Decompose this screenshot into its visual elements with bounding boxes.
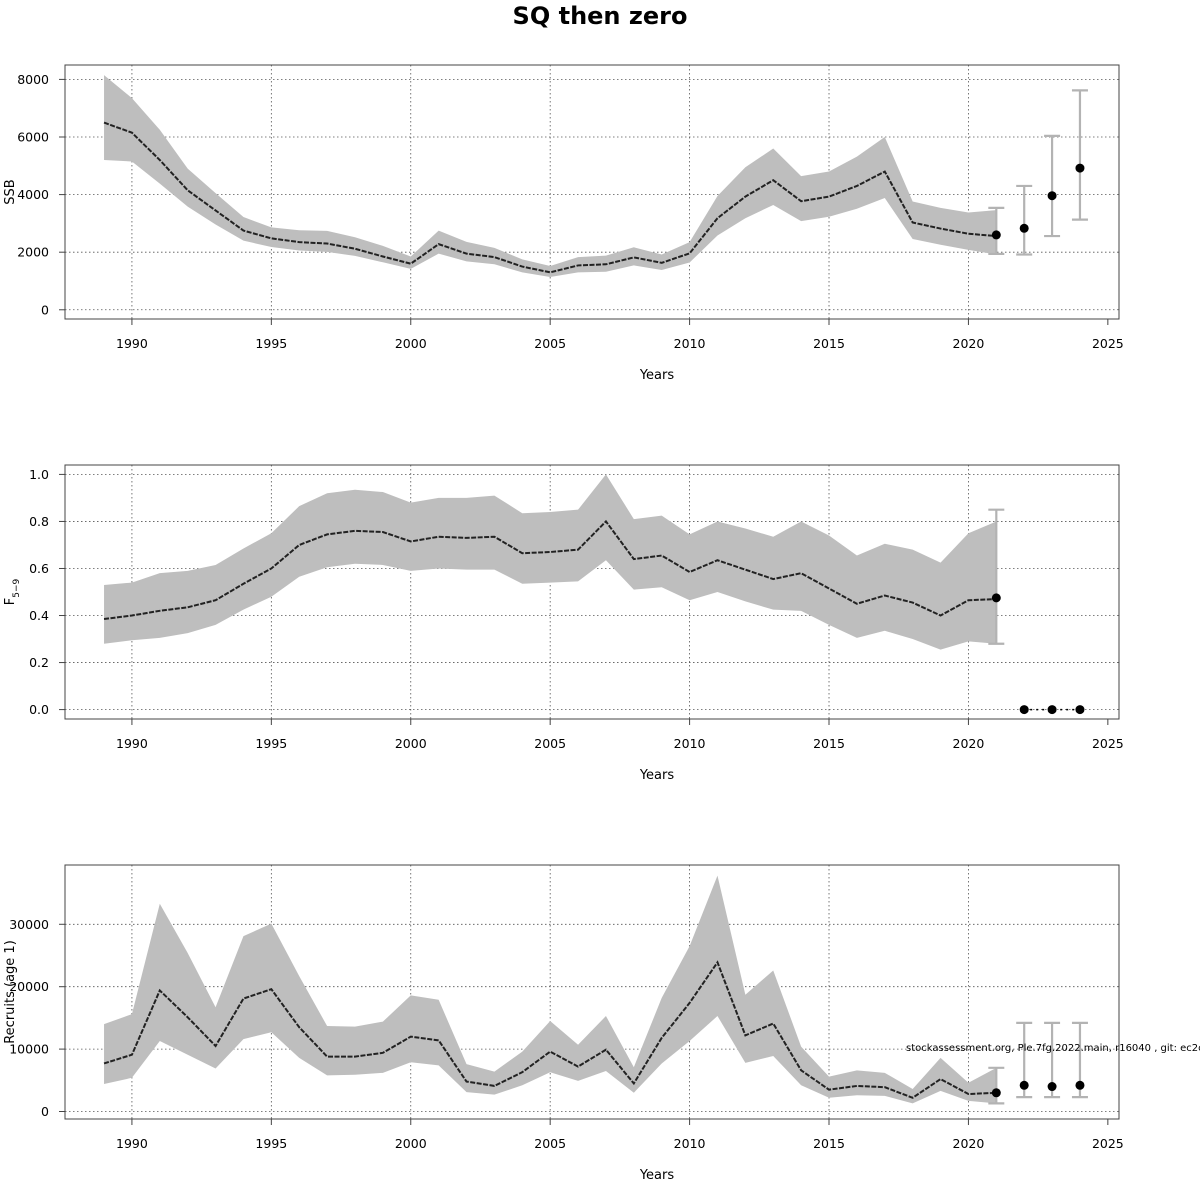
f-estimate-line xyxy=(103,519,997,621)
f-xlabel: Years xyxy=(639,768,675,783)
ssb-forecast-point-2024 xyxy=(1075,163,1085,173)
rec-xtick-label-1990: 1990 xyxy=(116,1136,148,1151)
fishing-mortality-panel: 1990 1995 2000 2005 2010 2015 2020 2025 0.0 0.2 0.… xyxy=(3,464,1124,783)
ssb-xtick-label-2015: 2015 xyxy=(813,336,845,351)
f-forecast-point-2024 xyxy=(1075,705,1085,715)
f-xtick-label-2010: 2010 xyxy=(674,736,706,751)
f-xtick-label-1990: 1990 xyxy=(116,736,148,751)
ssb-ytick-label-3: 6000 xyxy=(17,129,49,144)
ssb-xtick-label-1995: 1995 xyxy=(255,336,287,351)
rec-xtick-label-2020: 2020 xyxy=(953,1136,985,1151)
rec-ytick-label-2: 20000 xyxy=(9,979,49,994)
f-xtick-label-2000: 2000 xyxy=(395,736,427,751)
rec-ytick-label-1: 10000 xyxy=(9,1042,49,1057)
f-ytick-label-1: 0.2 xyxy=(29,655,49,670)
ssb-xtick-label-2020: 2020 xyxy=(953,336,985,351)
credit-note: stockassessment.org, Ple.7fg.2022.main, … xyxy=(906,1043,1200,1054)
rec-forecast-point-2023 xyxy=(1047,1082,1057,1092)
rec-estimate-line xyxy=(103,960,997,1099)
rec-plot-frame xyxy=(64,864,1120,1120)
rec-ytick-label-0: 0 xyxy=(41,1104,49,1119)
f-ytick-label-5: 1.0 xyxy=(29,467,49,482)
f-ytick-label-0: 0.0 xyxy=(29,702,49,717)
rec-ytick-label-3: 30000 xyxy=(9,917,49,932)
rec-xlabel: Years xyxy=(639,1168,675,1183)
ssb-ytick-label-0: 0 xyxy=(41,302,49,317)
rec-xtick-label-2000: 2000 xyxy=(395,1136,427,1151)
rec-xtick-label-2005: 2005 xyxy=(534,1136,566,1151)
ssb-forecast-point-2021 xyxy=(991,230,1001,240)
ssb-ytick-label-4: 8000 xyxy=(17,72,49,87)
ssb-forecast-point-2023 xyxy=(1047,191,1057,201)
f-ytick-label-3: 0.6 xyxy=(29,561,49,576)
ssb-xtick-label-2025: 2025 xyxy=(1092,336,1124,351)
f-forecast-point-2021 xyxy=(991,593,1001,603)
ssb-panel: 1990 1995 2000 2005 2010 2015 2020 2025 0 2000 400… xyxy=(3,64,1124,383)
rec-ylabel: Recruits (age 1) xyxy=(3,940,18,1044)
recruitment-panel: 1990 1995 2000 2005 2010 2015 2020 2025 0 10000 20… xyxy=(3,864,1124,1183)
rec-forecast-point-2024 xyxy=(1075,1080,1085,1090)
ssb-ytick-label-2: 4000 xyxy=(17,187,49,202)
f-ytick-label-4: 0.8 xyxy=(29,514,49,529)
ssb-plot-frame xyxy=(64,64,1120,320)
ssb-xtick-label-1990: 1990 xyxy=(116,336,148,351)
f-xtick-label-2025: 2025 xyxy=(1092,736,1124,751)
ssb-xtick-label-2010: 2010 xyxy=(674,336,706,351)
rec-xtick-label-1995: 1995 xyxy=(255,1136,287,1151)
chart-title: SQ then zero xyxy=(513,2,688,30)
ssb-forecast-point-2022 xyxy=(1019,223,1029,233)
f-ytick-label-2: 0.4 xyxy=(29,608,49,623)
ssb-xtick-label-2000: 2000 xyxy=(395,336,427,351)
rec-xtick-label-2010: 2010 xyxy=(674,1136,706,1151)
rec-forecast-point-2021 xyxy=(991,1088,1001,1098)
f-plot-frame xyxy=(64,464,1120,720)
f-ylabel: F5−9 xyxy=(3,578,22,605)
f-confidence-band xyxy=(104,474,997,650)
rec-confidence-band xyxy=(104,875,997,1104)
ssb-ylabel: SSB xyxy=(3,179,18,204)
ssb-confidence-band xyxy=(104,75,997,277)
f-xtick-label-1995: 1995 xyxy=(255,736,287,751)
f-xtick-label-2005: 2005 xyxy=(534,736,566,751)
f-xtick-label-2015: 2015 xyxy=(813,736,845,751)
ssb-ytick-label-1: 2000 xyxy=(17,245,49,260)
rec-xtick-label-2025: 2025 xyxy=(1092,1136,1124,1151)
f-ylabel-subscript: 5−9 xyxy=(12,578,22,597)
ssb-xtick-label-2005: 2005 xyxy=(534,336,566,351)
f-forecast-point-2023 xyxy=(1047,705,1057,715)
rec-xtick-label-2015: 2015 xyxy=(813,1136,845,1151)
rec-forecast-point-2022 xyxy=(1019,1080,1029,1090)
ssb-xlabel: Years xyxy=(639,368,675,383)
f-forecast-point-2022 xyxy=(1019,705,1029,715)
f-xtick-label-2020: 2020 xyxy=(953,736,985,751)
